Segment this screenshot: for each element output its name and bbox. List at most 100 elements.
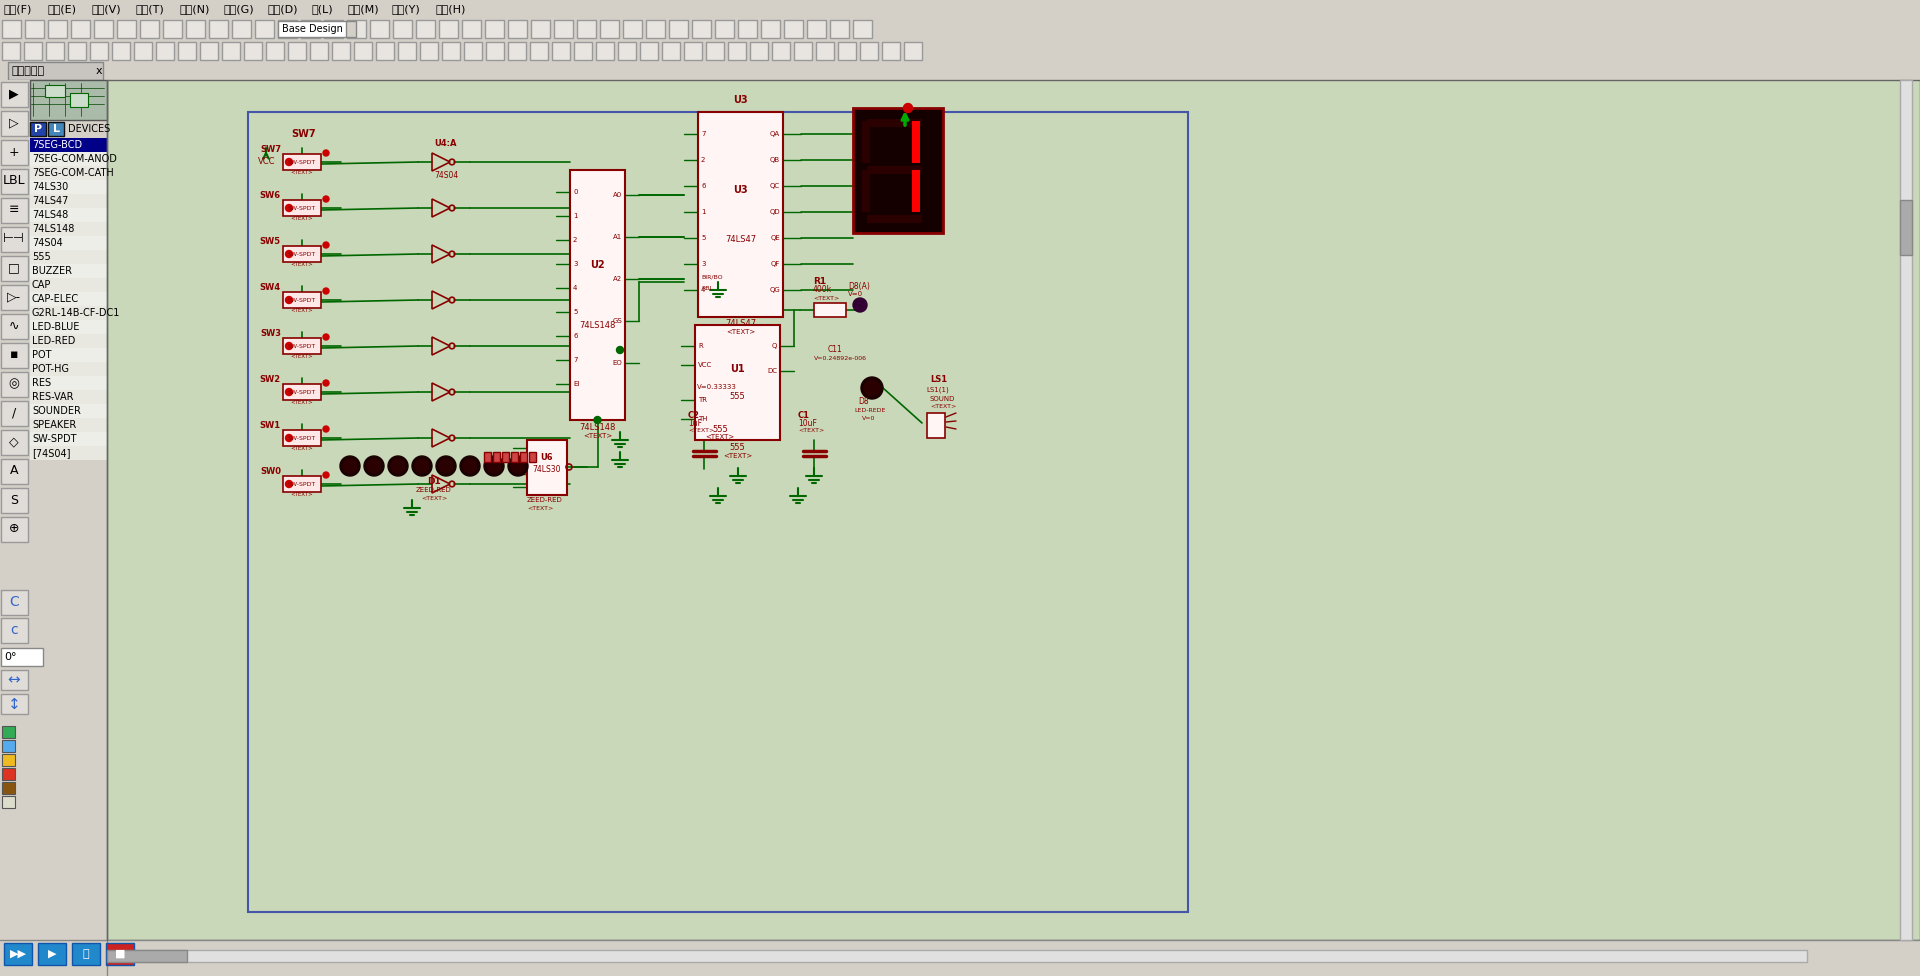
Bar [927,413,945,438]
Bar [73,943,100,965]
Bar [530,42,547,60]
Bar [282,246,321,262]
Circle shape [323,426,328,432]
Circle shape [323,472,328,478]
Text: CAP-ELEC: CAP-ELEC [33,294,79,304]
Text: SW5: SW5 [259,237,280,247]
Bar [25,20,44,38]
Bar [38,943,65,965]
Circle shape [286,343,292,349]
Text: 系统(Y): 系统(Y) [392,4,420,14]
Bar [486,20,503,38]
Text: SW-SPDT: SW-SPDT [288,206,317,211]
Bar [707,42,724,60]
Text: <TEXT>: <TEXT> [687,428,714,433]
Text: 1: 1 [701,209,705,215]
Bar [108,80,1920,940]
Text: SW6: SW6 [259,191,280,200]
Bar [309,42,328,60]
Text: 3: 3 [701,261,705,267]
Text: <TEXT>: <TEXT> [584,433,612,439]
Bar [23,42,42,60]
Bar [2,169,29,194]
Bar [868,215,922,223]
Text: <TEXT>: <TEXT> [290,445,313,451]
Bar [267,42,284,60]
Bar [2,768,15,780]
Bar [714,20,733,38]
Circle shape [367,459,380,473]
Bar [417,20,436,38]
Circle shape [440,459,453,473]
Text: A0: A0 [612,192,622,198]
Bar [0,62,1920,80]
Text: QG: QG [770,287,780,293]
Text: D1: D1 [426,476,442,485]
Bar [282,430,321,446]
Bar [783,20,803,38]
Text: 7: 7 [701,131,705,137]
Text: ▷: ▷ [10,116,19,130]
Circle shape [488,459,501,473]
Bar [2,227,29,252]
Text: U2: U2 [589,260,605,270]
Text: 4: 4 [572,285,578,291]
Bar [2,82,29,107]
Bar [668,20,687,38]
Text: <TEXT>: <TEXT> [722,453,753,459]
Bar [737,20,756,38]
Text: 1uF: 1uF [687,419,703,427]
Text: ◇: ◇ [10,435,19,449]
Bar [2,372,29,397]
Bar [282,154,321,170]
Text: QD: QD [770,209,780,215]
Bar [31,432,108,446]
Bar [8,62,104,80]
Bar [751,42,768,60]
Bar [48,122,63,136]
Text: SOUND: SOUND [929,396,956,402]
Bar [912,121,920,163]
Text: L: L [52,124,60,134]
Bar [578,20,595,38]
Bar [860,42,877,60]
Text: LED-RED: LED-RED [33,336,75,346]
Bar [156,42,175,60]
Text: RBI: RBI [701,287,712,292]
Bar [574,42,591,60]
Text: 2: 2 [572,237,578,243]
Bar [2,754,15,766]
Bar [2,796,15,808]
Text: R: R [699,343,703,348]
Text: ◎: ◎ [8,378,19,390]
Circle shape [286,434,292,441]
Bar [486,42,503,60]
Text: SW-SPDT: SW-SPDT [288,481,317,486]
Text: SPEAKER: SPEAKER [33,420,77,430]
Bar [526,440,566,495]
Text: 6: 6 [572,333,578,339]
Bar [862,121,870,163]
Bar [837,42,856,60]
Bar [44,85,65,97]
Text: ▶▶: ▶▶ [10,949,27,959]
Bar [140,20,159,38]
Text: TR: TR [699,397,707,403]
Text: <TEXT>: <TEXT> [290,216,313,221]
Bar [684,42,703,60]
Text: SW1: SW1 [259,422,280,430]
Text: [74S04]: [74S04] [33,448,71,458]
Bar [31,208,108,222]
Bar [288,42,305,60]
Bar [2,517,29,542]
Text: BUZZER: BUZZER [33,266,73,276]
Bar [348,20,367,38]
Text: <TEXT>: <TEXT> [812,296,839,301]
Bar [31,138,108,152]
Text: 555: 555 [730,442,745,452]
Text: x: x [96,66,102,76]
Bar [829,20,849,38]
Circle shape [484,456,503,476]
Bar [2,488,29,513]
Bar [772,42,789,60]
